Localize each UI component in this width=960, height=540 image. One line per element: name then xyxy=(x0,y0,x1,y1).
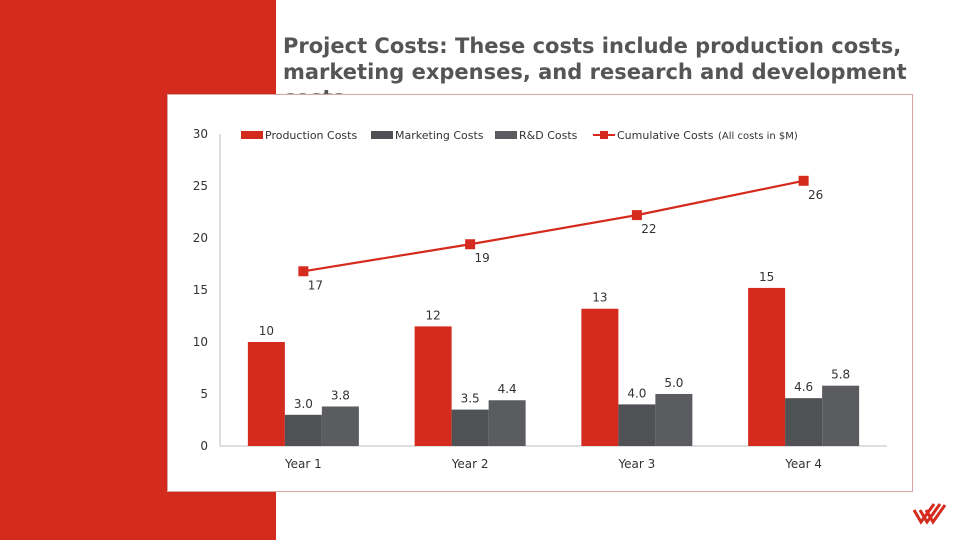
y-tick-label: 10 xyxy=(193,335,208,349)
data-label: 15 xyxy=(759,270,774,284)
data-label: 4.0 xyxy=(627,386,646,400)
x-tick-label: Year 2 xyxy=(451,457,489,471)
data-label: 3.0 xyxy=(294,397,313,411)
logo-stroke-2 xyxy=(918,503,942,525)
data-label: 12 xyxy=(425,308,440,322)
slide-title: Project Costs: These costs include produ… xyxy=(283,34,907,110)
bar xyxy=(247,342,285,446)
series-line xyxy=(303,179,804,273)
bar xyxy=(618,404,656,446)
y-tick-label: 0 xyxy=(200,439,208,453)
y-tick-label: 15 xyxy=(193,283,208,297)
logo-stroke-3 xyxy=(924,504,946,525)
bar xyxy=(284,414,322,446)
logo-stroke-1 xyxy=(912,503,936,525)
legend-marker-swatch xyxy=(600,131,608,139)
y-tick-label: 30 xyxy=(193,127,208,141)
legend-swatch xyxy=(371,131,393,139)
line-marker xyxy=(465,239,476,250)
data-label: 13 xyxy=(592,291,607,305)
y-tick-label: 25 xyxy=(193,179,208,193)
legend-label: R&D Costs xyxy=(519,129,578,142)
bar xyxy=(414,326,452,446)
chart-note: (All costs in $M) xyxy=(718,131,798,142)
legend-swatch xyxy=(241,131,263,139)
line-marker xyxy=(631,210,642,221)
data-label: 5.0 xyxy=(664,376,683,390)
x-tick-label: Year 4 xyxy=(784,457,822,471)
bar xyxy=(451,409,489,446)
y-tick-label: 5 xyxy=(200,387,208,401)
y-tick-label: 20 xyxy=(193,231,208,245)
legend-label: Production Costs xyxy=(265,129,357,142)
data-label: 19 xyxy=(474,251,489,265)
bar xyxy=(488,400,526,446)
data-label: 26 xyxy=(808,188,823,202)
legend-label: Marketing Costs xyxy=(395,129,484,142)
cost-chart: 0 5 10 15 20 25 30 Year 1 Year 2 Year 3 Year 4 10 12… xyxy=(193,127,887,471)
bar xyxy=(581,308,619,446)
brand-chevron-logo xyxy=(912,503,946,525)
legend-swatch xyxy=(495,131,517,139)
legend-label: Cumulative Costs xyxy=(617,129,714,142)
x-tick-label: Year 1 xyxy=(284,457,322,471)
bar xyxy=(822,385,860,446)
data-label: 4.4 xyxy=(498,382,517,396)
data-label: 3.5 xyxy=(461,392,480,406)
bar xyxy=(785,398,823,446)
data-label: 3.8 xyxy=(331,388,350,402)
x-tick-label: Year 3 xyxy=(617,457,655,471)
bar xyxy=(748,287,786,446)
data-label: 17 xyxy=(308,278,323,292)
data-label: 4.6 xyxy=(794,380,813,394)
line-marker xyxy=(798,175,809,186)
data-label: 10 xyxy=(259,324,274,338)
bar xyxy=(655,394,693,446)
data-label: 5.8 xyxy=(831,368,850,382)
line-marker xyxy=(298,266,309,277)
bar xyxy=(321,406,359,446)
data-label: 22 xyxy=(641,222,656,236)
